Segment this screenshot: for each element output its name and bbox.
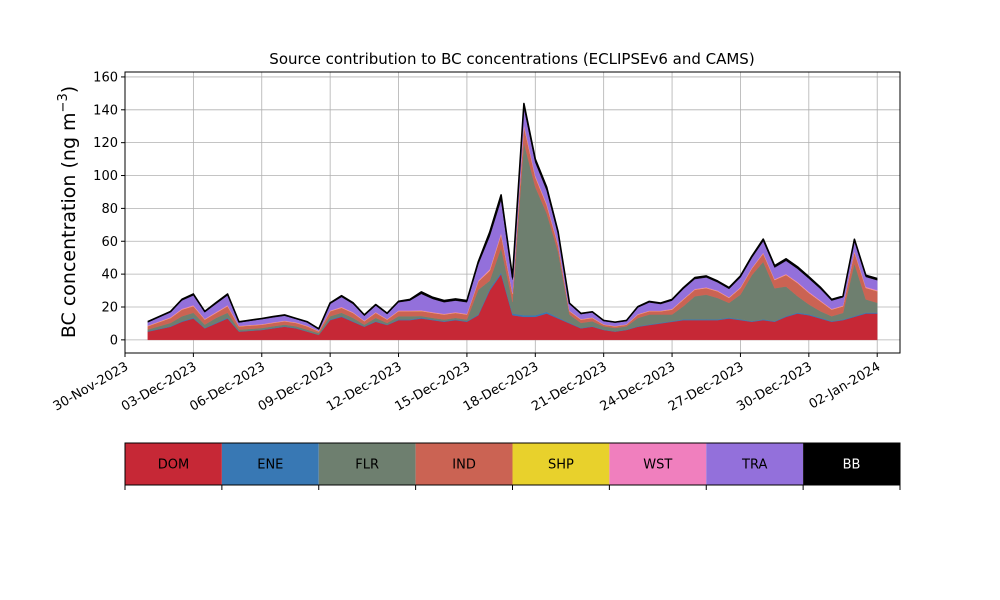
legend-swatch-wst [609, 443, 707, 485]
legend-label-shp: SHP [548, 458, 574, 473]
x-tick-label: 02-Jan-2024 [807, 359, 884, 412]
y-tick-label: 140 [93, 103, 118, 118]
x-tick-label: 27-Dec-2023 [666, 359, 746, 414]
legend-label-flr: FLR [355, 458, 379, 473]
legend-label-bb: BB [843, 458, 861, 473]
y-tick-label: 0 [110, 333, 118, 348]
x-tick-label: 09-Dec-2023 [256, 359, 336, 414]
y-tick-label: 60 [101, 235, 118, 250]
legend-swatch-tra [706, 443, 804, 485]
legend-swatch-ene [221, 443, 319, 485]
legend-swatch-shp [512, 443, 610, 485]
x-tick-label: 15-Dec-2023 [393, 359, 473, 414]
chart-title: Source contribution to BC concentrations… [269, 50, 754, 68]
y-tick-label: 20 [101, 300, 118, 315]
legend-label-ene: ENE [257, 458, 283, 473]
plot-frame [124, 71, 901, 354]
y-axis: 0 20 40 60 80 100 120 140 160 [93, 70, 125, 348]
stacked-areas [147, 102, 878, 341]
y-tick-label: 100 [93, 169, 118, 184]
y-axis-label-main: BC concentration (ng m [58, 112, 80, 338]
source-legend-colorbar: DOM ENE FLR IND SHP WST TRA BB [124, 442, 901, 490]
legend-swatch-flr [318, 443, 416, 485]
legend-label-tra: TRA [741, 458, 767, 473]
legend-swatch-bb [803, 443, 900, 485]
x-tick-label: 06-Dec-2023 [187, 359, 267, 414]
legend-label-dom: DOM [158, 458, 189, 473]
y-axis-label-suffix: ) [58, 86, 80, 93]
x-tick-label: 30-Nov-2023 [51, 359, 131, 414]
x-tick-label: 18-Dec-2023 [461, 359, 541, 414]
area-series-flr [147, 142, 878, 335]
y-axis-label-superscript: −3 [56, 93, 71, 112]
y-tick-label: 40 [101, 268, 118, 283]
total-outline-line [147, 102, 878, 330]
y-tick-label: 120 [93, 136, 118, 151]
plot-frame-rect [124, 71, 901, 354]
x-tick-label: 24-Dec-2023 [598, 359, 678, 414]
y-tick-label: 160 [93, 70, 118, 85]
legend-swatch-dom [125, 443, 222, 485]
x-tick-label: 21-Dec-2023 [529, 359, 609, 414]
legend-swatch-ind [415, 443, 513, 485]
x-tick-label: 03-Dec-2023 [119, 359, 199, 414]
y-axis-label: BC concentration (ng m−3) [56, 86, 80, 338]
x-tick-label: 12-Dec-2023 [324, 359, 404, 414]
legend-frame [124, 442, 901, 486]
x-axis: 30-Nov-202303-Dec-202306-Dec-202309-Dec-… [51, 353, 883, 415]
legend-label-wst: WST [643, 458, 672, 473]
y-tick-label: 80 [101, 202, 118, 217]
legend-label-ind: IND [452, 458, 476, 473]
x-tick-label: 30-Dec-2023 [734, 359, 814, 414]
